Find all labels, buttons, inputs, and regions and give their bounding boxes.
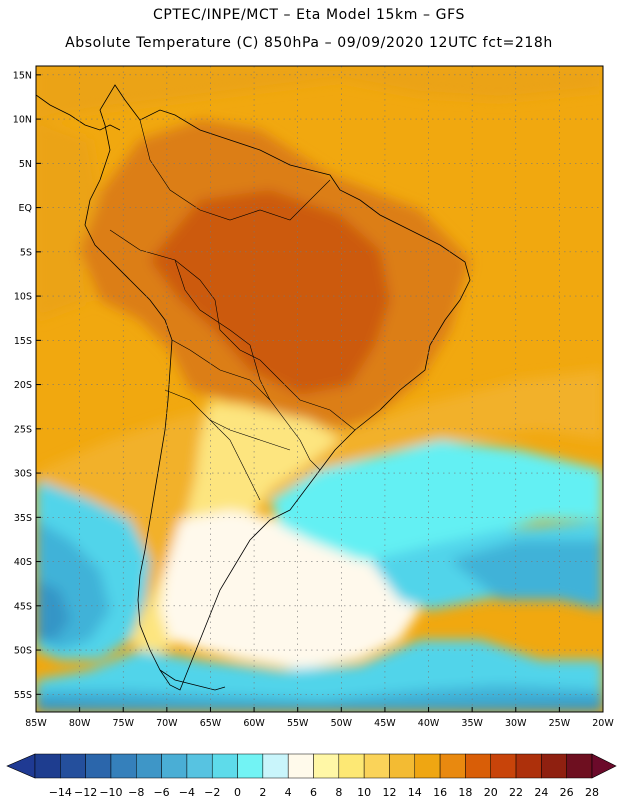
lon-label: 80W bbox=[69, 718, 91, 729]
legend-swatch bbox=[60, 754, 85, 778]
legend-value-label: −14 bbox=[49, 786, 72, 799]
legend-swatch bbox=[440, 754, 465, 778]
legend-swatch bbox=[86, 754, 111, 778]
legend-swatch bbox=[162, 754, 187, 778]
legend-swatch bbox=[212, 754, 237, 778]
legend-swatch bbox=[35, 754, 60, 778]
legend-value-label: 20 bbox=[484, 786, 498, 799]
lat-label: 55S bbox=[14, 690, 32, 701]
legend-swatch bbox=[288, 754, 313, 778]
legend-value-label: −10 bbox=[99, 786, 122, 799]
legend-value-label: 22 bbox=[509, 786, 523, 799]
legend-swatch bbox=[415, 754, 440, 778]
legend-swatch bbox=[238, 754, 263, 778]
legend-swatch bbox=[491, 754, 516, 778]
legend-swatch bbox=[567, 754, 592, 778]
lat-label: 5S bbox=[20, 247, 32, 258]
legend-value-label: −8 bbox=[128, 786, 144, 799]
legend-value-label: 4 bbox=[285, 786, 292, 799]
legend-value-label: −2 bbox=[204, 786, 220, 799]
legend-swatch bbox=[314, 754, 339, 778]
lat-label: 25S bbox=[14, 424, 32, 435]
lon-label: 40W bbox=[418, 718, 440, 729]
legend-swatch bbox=[541, 754, 566, 778]
legend-swatch bbox=[263, 754, 288, 778]
legend-swatch bbox=[339, 754, 364, 778]
color-legend: −14 −12 −10 −8 −6 −4 −2 0 2 4 6 8 10 12 14 16 18 20 22 24 26… bbox=[7, 754, 616, 799]
lat-label: 40S bbox=[14, 557, 32, 568]
legend-swatch bbox=[111, 754, 136, 778]
legend-value-label: 14 bbox=[408, 786, 422, 799]
lat-label: 10N bbox=[13, 115, 32, 126]
legend-value-label: 10 bbox=[357, 786, 371, 799]
lon-label: 50W bbox=[331, 718, 353, 729]
temperature-field bbox=[36, 66, 603, 712]
legend-value-label: −12 bbox=[74, 786, 97, 799]
legend-value-label: 18 bbox=[458, 786, 472, 799]
legend-swatch bbox=[516, 754, 541, 778]
legend-swatch bbox=[389, 754, 414, 778]
legend-value-label: 8 bbox=[335, 786, 342, 799]
lat-label: 15N bbox=[13, 70, 32, 81]
map-figure: CPTEC/INPE/MCT – Eta Model 15km – GFS Ab… bbox=[0, 0, 618, 800]
legend-overflow-triangle bbox=[592, 754, 616, 778]
lat-label: 15S bbox=[14, 336, 32, 347]
lon-label: 45W bbox=[374, 718, 396, 729]
lat-label: 5N bbox=[19, 159, 32, 170]
legend-underflow-triangle bbox=[7, 754, 35, 778]
legend-value-label: −6 bbox=[153, 786, 169, 799]
lon-label: 70W bbox=[156, 718, 178, 729]
legend-value-label: 24 bbox=[534, 786, 548, 799]
legend-value-label: 0 bbox=[234, 786, 241, 799]
legend-swatch bbox=[136, 754, 161, 778]
lat-label: 35S bbox=[14, 513, 32, 524]
lat-label: 45S bbox=[14, 601, 32, 612]
lon-label: 25W bbox=[549, 718, 571, 729]
legend-value-label: 28 bbox=[585, 786, 599, 799]
legend-value-label: 12 bbox=[382, 786, 396, 799]
lon-label: 60W bbox=[243, 718, 265, 729]
lat-label: EQ bbox=[19, 203, 32, 214]
temperature-map: 15N 10N 5N EQ 5S 10S 15S 20S 25S 30S 35S 40S 45S 50S 5… bbox=[0, 0, 618, 800]
lat-label: 10S bbox=[14, 292, 32, 303]
lon-label: 35W bbox=[461, 718, 483, 729]
lon-label: 20W bbox=[592, 718, 614, 729]
lon-label: 85W bbox=[25, 718, 47, 729]
lat-label: 30S bbox=[14, 469, 32, 480]
lon-label: 30W bbox=[505, 718, 527, 729]
lat-label: 50S bbox=[14, 646, 32, 657]
legend-value-label: −4 bbox=[179, 786, 195, 799]
legend-value-label: 16 bbox=[433, 786, 447, 799]
legend-value-label: 6 bbox=[310, 786, 317, 799]
lon-label: 55W bbox=[287, 718, 309, 729]
legend-swatch bbox=[187, 754, 212, 778]
lat-label: 20S bbox=[14, 380, 32, 391]
legend-value-label: 26 bbox=[560, 786, 574, 799]
lon-label: 75W bbox=[112, 718, 134, 729]
lon-label: 65W bbox=[200, 718, 222, 729]
legend-value-label: 2 bbox=[259, 786, 266, 799]
legend-swatch bbox=[465, 754, 490, 778]
legend-swatch bbox=[364, 754, 389, 778]
